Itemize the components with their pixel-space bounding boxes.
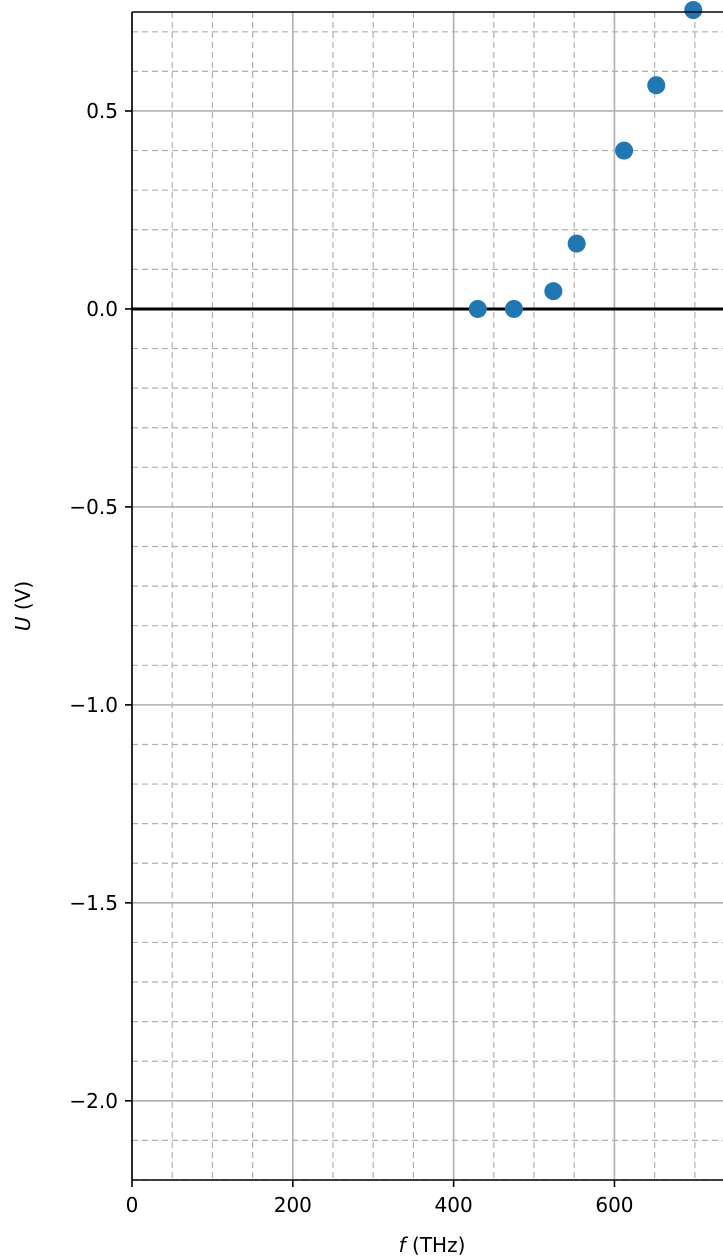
x-tick-label: 400 [435,1193,473,1217]
scatter-points [468,1,703,318]
x-tick-label: 0 [126,1193,139,1217]
x-axis-ticks: 0 200 400 600 [126,1180,634,1217]
y-tick-label: −1.0 [69,693,118,717]
x-axis-label: f (THz) [399,1233,466,1257]
y-tick-label: 0.5 [86,99,118,123]
data-point [468,299,487,318]
y-axis-ticks: 0.5 0.0 −0.5 −1.0 −1.5 −2.0 [69,99,132,1113]
x-tick-label: 200 [274,1193,312,1217]
data-point [544,282,563,301]
plot-frame [131,11,723,1181]
y-tick-label: −2.0 [69,1089,118,1113]
data-point [684,1,703,20]
x-tick-label: 600 [595,1193,633,1217]
y-tick-label: 0.0 [86,297,118,321]
data-point [504,299,523,318]
data-point [647,76,666,95]
y-tick-label: −0.5 [69,495,118,519]
y-axis-label: U (V) [11,581,35,631]
y-tick-label: −1.5 [69,891,118,915]
minor-grid [132,12,723,1181]
major-grid [131,12,723,1180]
data-point [615,141,634,160]
data-point [567,234,586,253]
